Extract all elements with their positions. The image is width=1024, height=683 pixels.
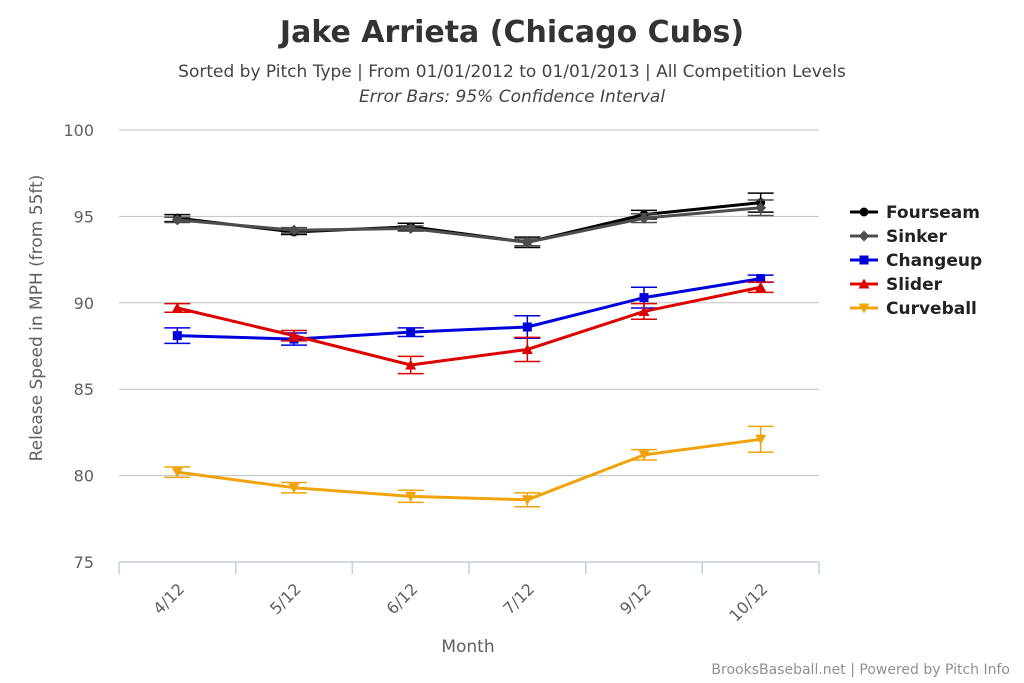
legend-swatch-marker — [859, 207, 869, 217]
x-tick-label: 6/12 — [383, 579, 422, 618]
sinker-point — [171, 214, 183, 226]
slider-point — [288, 330, 300, 341]
series-sinker — [164, 199, 774, 248]
curveball-point — [755, 434, 767, 445]
sinker-line — [177, 206, 761, 244]
credit-text: BrooksBaseball.net | Powered by Pitch In… — [711, 662, 1010, 678]
y-tick-label: 80 — [74, 467, 94, 486]
x-tick-label: 10/12 — [725, 579, 771, 625]
sinker-point — [288, 224, 300, 236]
changeup-point — [172, 331, 182, 341]
sinker-point — [755, 202, 767, 214]
x-axis-label: Month — [441, 637, 494, 657]
legend-item-changeup[interactable]: Changeup — [850, 251, 982, 271]
legend-label: Sinker — [886, 227, 948, 247]
slider-point — [755, 281, 767, 292]
y-tick-label: 100 — [63, 121, 94, 140]
changeup-point — [639, 293, 649, 303]
sinker-point — [521, 236, 533, 248]
y-tick-label: 75 — [74, 553, 94, 572]
y-tick-label: 85 — [74, 380, 94, 399]
changeup-point — [522, 322, 532, 332]
gridlines — [119, 129, 819, 477]
legend-label: Curveball — [886, 299, 977, 319]
x-tick-label: 5/12 — [266, 579, 305, 618]
axes: 75 80 85 90 95 100 4/12 5/12 6/12 7/12 9/12 10/12 — [63, 121, 820, 625]
y-tick-label: 95 — [74, 207, 94, 226]
slider-line — [176, 285, 761, 367]
slider-point — [171, 302, 183, 313]
legend[interactable]: Fourseam Sinker Changeup Slider Curveball — [850, 203, 982, 319]
legend-item-sinker[interactable]: Sinker — [850, 227, 948, 247]
legend-label: Slider — [886, 275, 943, 295]
legend-swatch-marker — [858, 278, 870, 289]
series-slider — [164, 281, 774, 375]
sinker-point — [405, 222, 417, 234]
legend-swatch-marker — [858, 230, 870, 242]
curveball-line — [177, 437, 761, 502]
slider-point — [521, 343, 533, 354]
changeup-line — [177, 277, 761, 341]
legend-item-slider[interactable]: Slider — [850, 275, 943, 295]
slider-point — [405, 359, 417, 370]
legend-swatch-marker — [858, 303, 870, 314]
legend-label: Changeup — [886, 251, 982, 271]
x-tick-label: 9/12 — [616, 579, 655, 618]
curveball-point — [521, 495, 533, 506]
x-tick-label: 4/12 — [149, 579, 188, 618]
y-tick-label: 90 — [74, 294, 94, 313]
series-changeup — [164, 274, 774, 346]
chart-subtitle-error-bars: Error Bars: 95% Confidence Interval — [359, 87, 665, 107]
legend-item-curveball[interactable]: Curveball — [850, 299, 977, 319]
changeup-point — [756, 274, 766, 284]
chart-subtitle: Sorted by Pitch Type | From 01/01/2012 t… — [178, 62, 846, 82]
series-layer — [164, 192, 774, 508]
slider-point — [638, 305, 650, 316]
curveball-point — [638, 450, 650, 461]
changeup-point — [406, 327, 416, 337]
sinker-point — [638, 212, 650, 224]
curveball-point — [171, 467, 183, 478]
curveball-point — [288, 483, 300, 494]
legend-swatch-marker — [859, 255, 869, 265]
curveball-point — [405, 491, 417, 502]
series-fourseam — [164, 192, 774, 249]
x-tick-label: 7/12 — [499, 579, 538, 618]
y-axis-label: Release Speed in MPH (from 55ft) — [27, 175, 47, 462]
legend-label: Fourseam — [886, 203, 980, 223]
chart-title: Jake Arrieta (Chicago Cubs) — [278, 15, 744, 50]
legend-item-fourseam[interactable]: Fourseam — [850, 203, 980, 223]
series-curveball — [164, 425, 774, 508]
